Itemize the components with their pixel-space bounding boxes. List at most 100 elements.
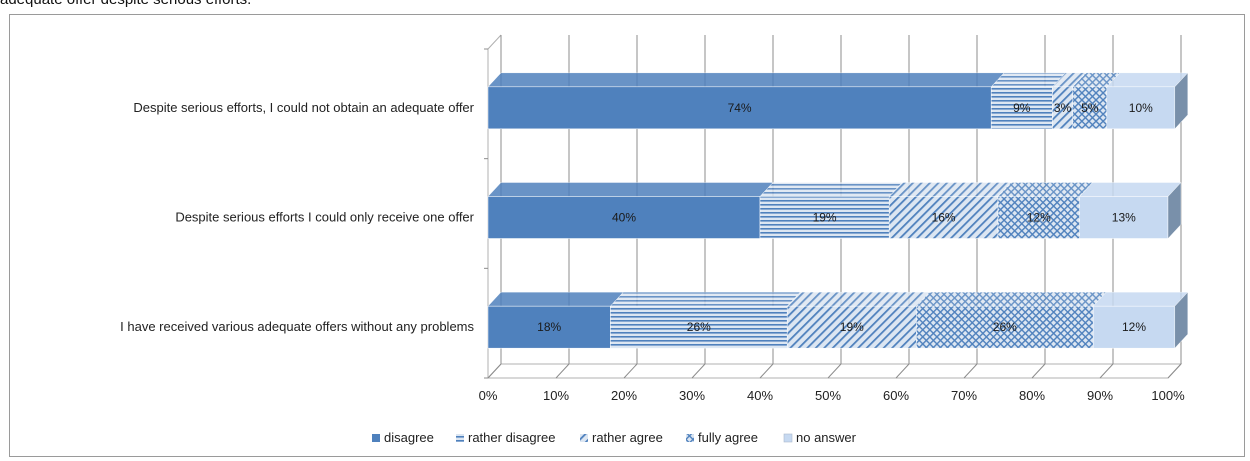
legend-item: rather agree (580, 430, 663, 445)
x-tick-label: 80% (1019, 388, 1045, 403)
floor-gridline (623, 363, 638, 379)
bar-top-face (915, 291, 1107, 307)
x-tick-label: 90% (1087, 388, 1113, 403)
x-tick-label: 60% (883, 388, 909, 403)
bar-segment: 74% (487, 72, 1005, 130)
legend-label: rather agree (592, 430, 663, 445)
x-tick-label: 50% (815, 388, 841, 403)
data-label: 26% (687, 320, 711, 334)
bar-segment: 26% (609, 291, 801, 349)
data-label: 12% (1122, 320, 1146, 334)
bar-front-face (888, 196, 999, 239)
data-label: 40% (612, 211, 636, 225)
x-tick-label: 0% (479, 388, 498, 403)
bar-segment: 3% (1051, 72, 1087, 130)
legend-item: no answer (783, 430, 857, 445)
legend-item: disagree (372, 430, 434, 445)
legend-label: fully agree (698, 430, 758, 445)
bar-front-face (487, 196, 761, 239)
floor-gridline (895, 363, 910, 379)
legend-swatch (783, 433, 793, 443)
legend-swatch (686, 434, 694, 442)
bar-side-face (1174, 291, 1189, 349)
floor-gridline (827, 363, 842, 379)
bar-top-face (1092, 291, 1189, 307)
category-label: Despite serious efforts I could only rec… (175, 210, 474, 225)
bar-front-face (1092, 305, 1176, 349)
bar-front-face (1079, 196, 1169, 239)
x-tick-label: 10% (543, 388, 569, 403)
floor-gridline (555, 363, 570, 379)
bar-segment: 9% (990, 72, 1066, 130)
bar-top-face (487, 72, 1005, 88)
data-label: 16% (932, 211, 956, 225)
x-axis-ticks: 0% 10% 20% 30% 40% 50% 60% 70% 80% 90% 100% (479, 388, 1185, 403)
x-tick-label: 20% (611, 388, 637, 403)
bar-segment: 40% (487, 182, 774, 239)
x-tick-label: 40% (747, 388, 773, 403)
floor-gridline (963, 363, 978, 379)
chart-frame (9, 14, 1245, 457)
bars: 74% 9% 3% 5% 10% 40% 19% 16% 12% 13% 18% 26% 19% 26% 1… (487, 72, 1189, 349)
bar-segment: 19% (759, 182, 903, 239)
floor-gridline (1031, 363, 1046, 379)
floor-gridline (487, 363, 502, 379)
data-label: 74% (728, 101, 752, 115)
bar-segment: 13% (1079, 181, 1182, 240)
bar-segment: 12% (1092, 291, 1189, 349)
data-label: 19% (840, 320, 864, 334)
legend-item: fully agree (686, 430, 758, 445)
legend-label: disagree (384, 430, 434, 445)
x-tick-label: 30% (679, 388, 705, 403)
floor-gridline (759, 363, 774, 379)
chart-caption: adequate offer despite serious efforts. (0, 0, 251, 8)
bar-top-face (1106, 72, 1189, 88)
data-label: 12% (1027, 211, 1051, 225)
bar-segment: 26% (915, 291, 1107, 349)
bar-top-face (487, 182, 774, 197)
bar-front-face (997, 196, 1080, 239)
bar-segment: 18% (487, 291, 624, 349)
bar-front-face (990, 86, 1053, 130)
data-label: 9% (1013, 101, 1031, 115)
bar-side-face (1167, 181, 1182, 240)
data-label: 18% (537, 320, 561, 334)
bar-front-face (759, 196, 890, 239)
legend-swatch (580, 434, 588, 442)
category-label: I have received various adequate offers … (120, 319, 474, 334)
bar-segment: 16% (888, 182, 1012, 239)
bar-top-face (888, 182, 1012, 197)
x-tick-label: 100% (1151, 388, 1185, 403)
bar-front-face (916, 305, 1094, 349)
data-label: 5% (1081, 101, 1099, 115)
bar-top-face (1079, 182, 1182, 197)
bar-front-face (487, 305, 611, 349)
bar-segment: 12% (997, 182, 1094, 239)
bar-front-face (610, 305, 788, 349)
legend-swatch (372, 434, 380, 442)
legend-item: rather disagree (456, 430, 555, 445)
bar-top-face (997, 182, 1094, 197)
bar-front-face (786, 305, 917, 349)
legend: disagree rather disagree rather agree fully… (372, 430, 857, 445)
legend-label: no answer (796, 430, 857, 445)
bar-side-face (1174, 72, 1189, 130)
legend-swatch (456, 434, 464, 442)
data-label: 13% (1112, 211, 1136, 225)
x-tick-label: 70% (951, 388, 977, 403)
data-label: 26% (993, 320, 1017, 334)
legend-label: rather disagree (468, 430, 555, 445)
category-labels: Despite serious efforts, I could not obt… (120, 100, 475, 334)
bar-top-face (786, 291, 930, 307)
floor-gridline (1099, 363, 1114, 379)
data-label: 19% (813, 211, 837, 225)
bar-front-face (1106, 86, 1176, 130)
floor-gridline (1167, 363, 1182, 379)
bar-front-face (487, 86, 992, 130)
bar-top-face (609, 291, 801, 307)
floor-gridline (691, 363, 706, 379)
data-label: 3% (1054, 101, 1072, 115)
category-label: Despite serious efforts, I could not obt… (133, 100, 474, 115)
bar-front-face (1072, 86, 1108, 130)
